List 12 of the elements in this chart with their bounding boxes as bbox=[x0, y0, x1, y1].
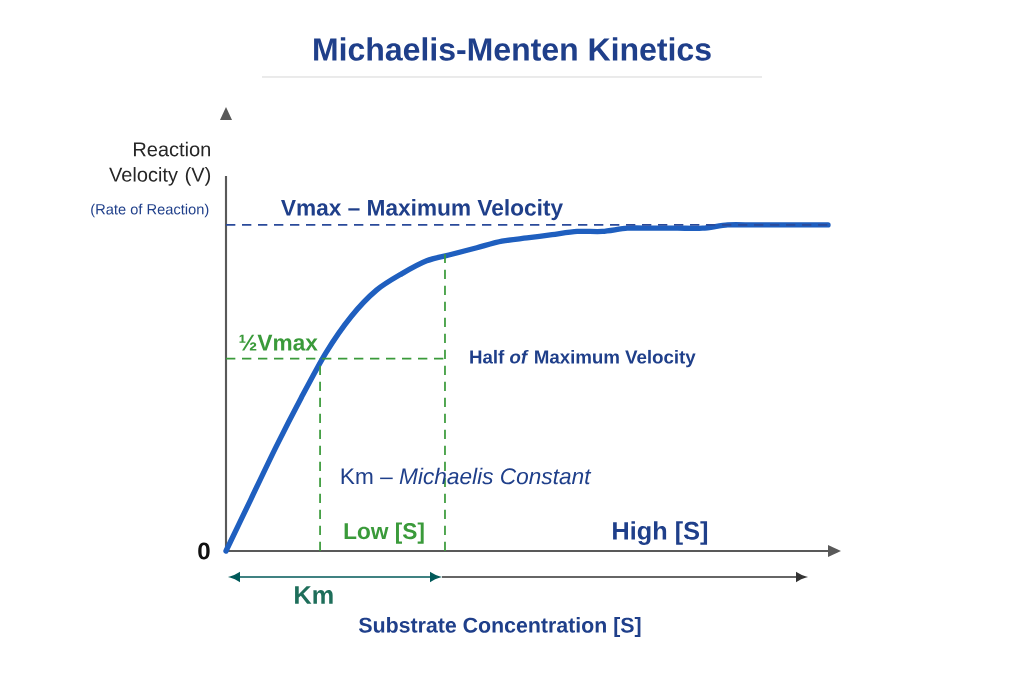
ref-line-label: Vmax – Maximum Velocity bbox=[281, 199, 563, 221]
text: (Rate of Reaction) bbox=[91, 203, 209, 218]
annotation: High [S] bbox=[613, 521, 708, 545]
text: Km bbox=[295, 586, 333, 604]
ref-line-label: Half of Maximum Velocity bbox=[470, 349, 696, 368]
annotation: ½Vmax bbox=[239, 334, 318, 351]
y-axis-title: Reaction Velocity (V) bbox=[109, 141, 211, 186]
annotation: Low [S] bbox=[344, 522, 424, 544]
x-axis-title: Substrate Concentration [S] bbox=[358, 617, 641, 637]
text: 0 bbox=[198, 542, 210, 560]
annotation: Km – Michaelis Constant bbox=[341, 467, 592, 485]
chart-title: Michaelis-Menten Kinetics bbox=[314, 37, 711, 61]
